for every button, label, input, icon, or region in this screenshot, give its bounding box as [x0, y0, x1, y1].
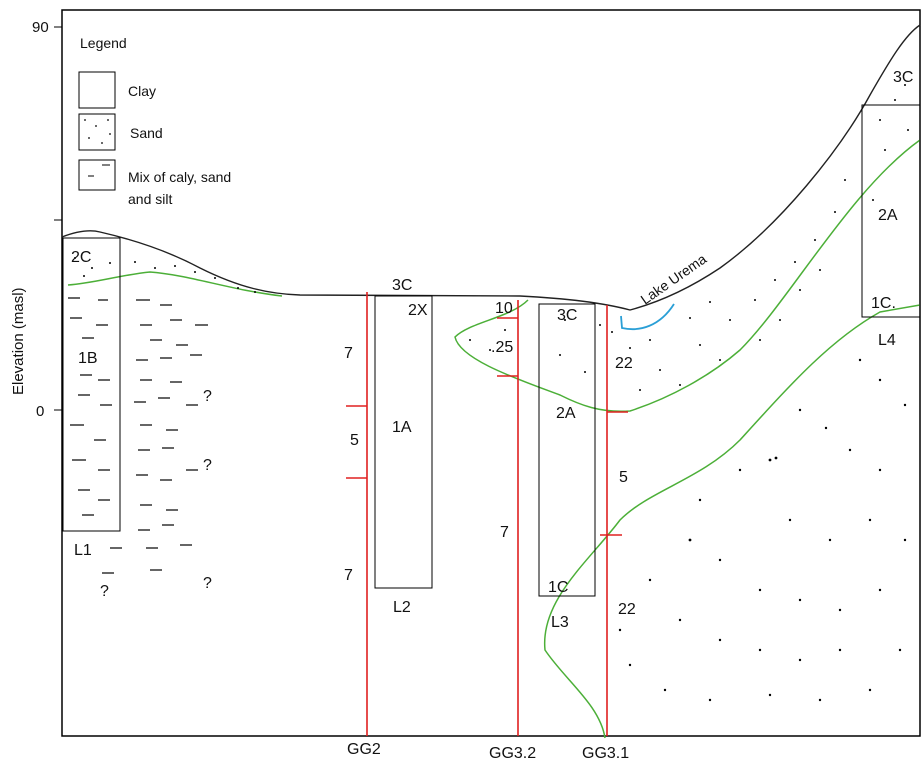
- l3-log-name: L3: [551, 614, 569, 631]
- l3-bottom-unit: 1C: [548, 579, 568, 596]
- ground-surface-line: [61, 24, 921, 311]
- l4-bottom-unit: 1C.: [871, 295, 896, 312]
- l4-mid-unit: 2A: [878, 207, 898, 224]
- legend-sand-swatch: [78, 113, 116, 151]
- legend-sand-dots: [84, 119, 111, 144]
- l1-mid-unit: 1B: [78, 350, 98, 367]
- plot-frame: [61, 9, 921, 737]
- lake-label: Lake Urema: [638, 250, 710, 307]
- l1-top-unit: 2C: [71, 249, 91, 266]
- profile-gg2-label: GG2: [347, 741, 381, 758]
- l1-log-name: L1: [74, 542, 92, 559]
- legend-clay-label: Clay: [128, 83, 156, 99]
- l2-side-unit: 2X: [408, 302, 428, 319]
- log-box-l3: [538, 303, 596, 597]
- tick-label-0: 0: [36, 403, 44, 420]
- mix-dashes: [68, 297, 208, 574]
- legend-mix-dashes: [88, 164, 110, 177]
- boundary-2a-1c: [544, 304, 921, 739]
- tick-label-90: 90: [32, 19, 49, 36]
- profile-gg31-label: GG3.1: [582, 745, 629, 762]
- gg31-segment-3: 22: [618, 601, 636, 618]
- sand-stipple-lower: [618, 358, 907, 702]
- unknown-mark: ?: [203, 575, 212, 592]
- gg32-segment-2: .25: [491, 339, 513, 356]
- legend-sand-label: Sand: [130, 125, 163, 141]
- gg2-segment-1: 7: [344, 345, 353, 362]
- legend-mix-label-line2: and silt: [128, 191, 172, 207]
- gg2-segment-2: 5: [350, 432, 359, 449]
- y-axis-label: Elevation (masl): [10, 287, 27, 395]
- log-box-l2: [374, 295, 433, 589]
- legend-title: Legend: [80, 35, 127, 51]
- l2-top-unit: 3C: [392, 277, 412, 294]
- unknown-mark: ?: [100, 583, 109, 600]
- l2-log-name: L2: [393, 599, 411, 616]
- unknown-mark: ?: [203, 388, 212, 405]
- legend-clay-swatch: [78, 71, 116, 109]
- l4-log-name: L4: [878, 332, 896, 349]
- unit-boundaries: [67, 139, 921, 739]
- l2-mid-unit: 1A: [392, 419, 412, 436]
- l3-top-unit: 3C: [557, 307, 577, 324]
- gg31-segment-1: 22: [615, 355, 633, 372]
- gg31-segment-2: 5: [619, 469, 628, 486]
- legend-mix-label-line1: Mix of caly, sand: [128, 169, 231, 185]
- l4-top-unit: 3C: [893, 69, 913, 86]
- lake-outline: [620, 303, 675, 331]
- sand-stipple-upper: [74, 84, 909, 391]
- legend-mix-swatch: [78, 159, 116, 191]
- unknown-mark: ?: [203, 457, 212, 474]
- profile-lines: [346, 292, 628, 736]
- boundary-2c-1b: [67, 271, 283, 297]
- log-box-l4: [861, 104, 921, 318]
- gg32-segment-1: 10: [495, 300, 513, 317]
- gg32-segment-3: 7: [500, 524, 509, 541]
- log-box-l1: [62, 237, 121, 532]
- profile-gg32-label: GG3.2: [489, 745, 536, 762]
- l3-mid-unit: 2A: [556, 405, 576, 422]
- gg2-segment-3: 7: [344, 567, 353, 584]
